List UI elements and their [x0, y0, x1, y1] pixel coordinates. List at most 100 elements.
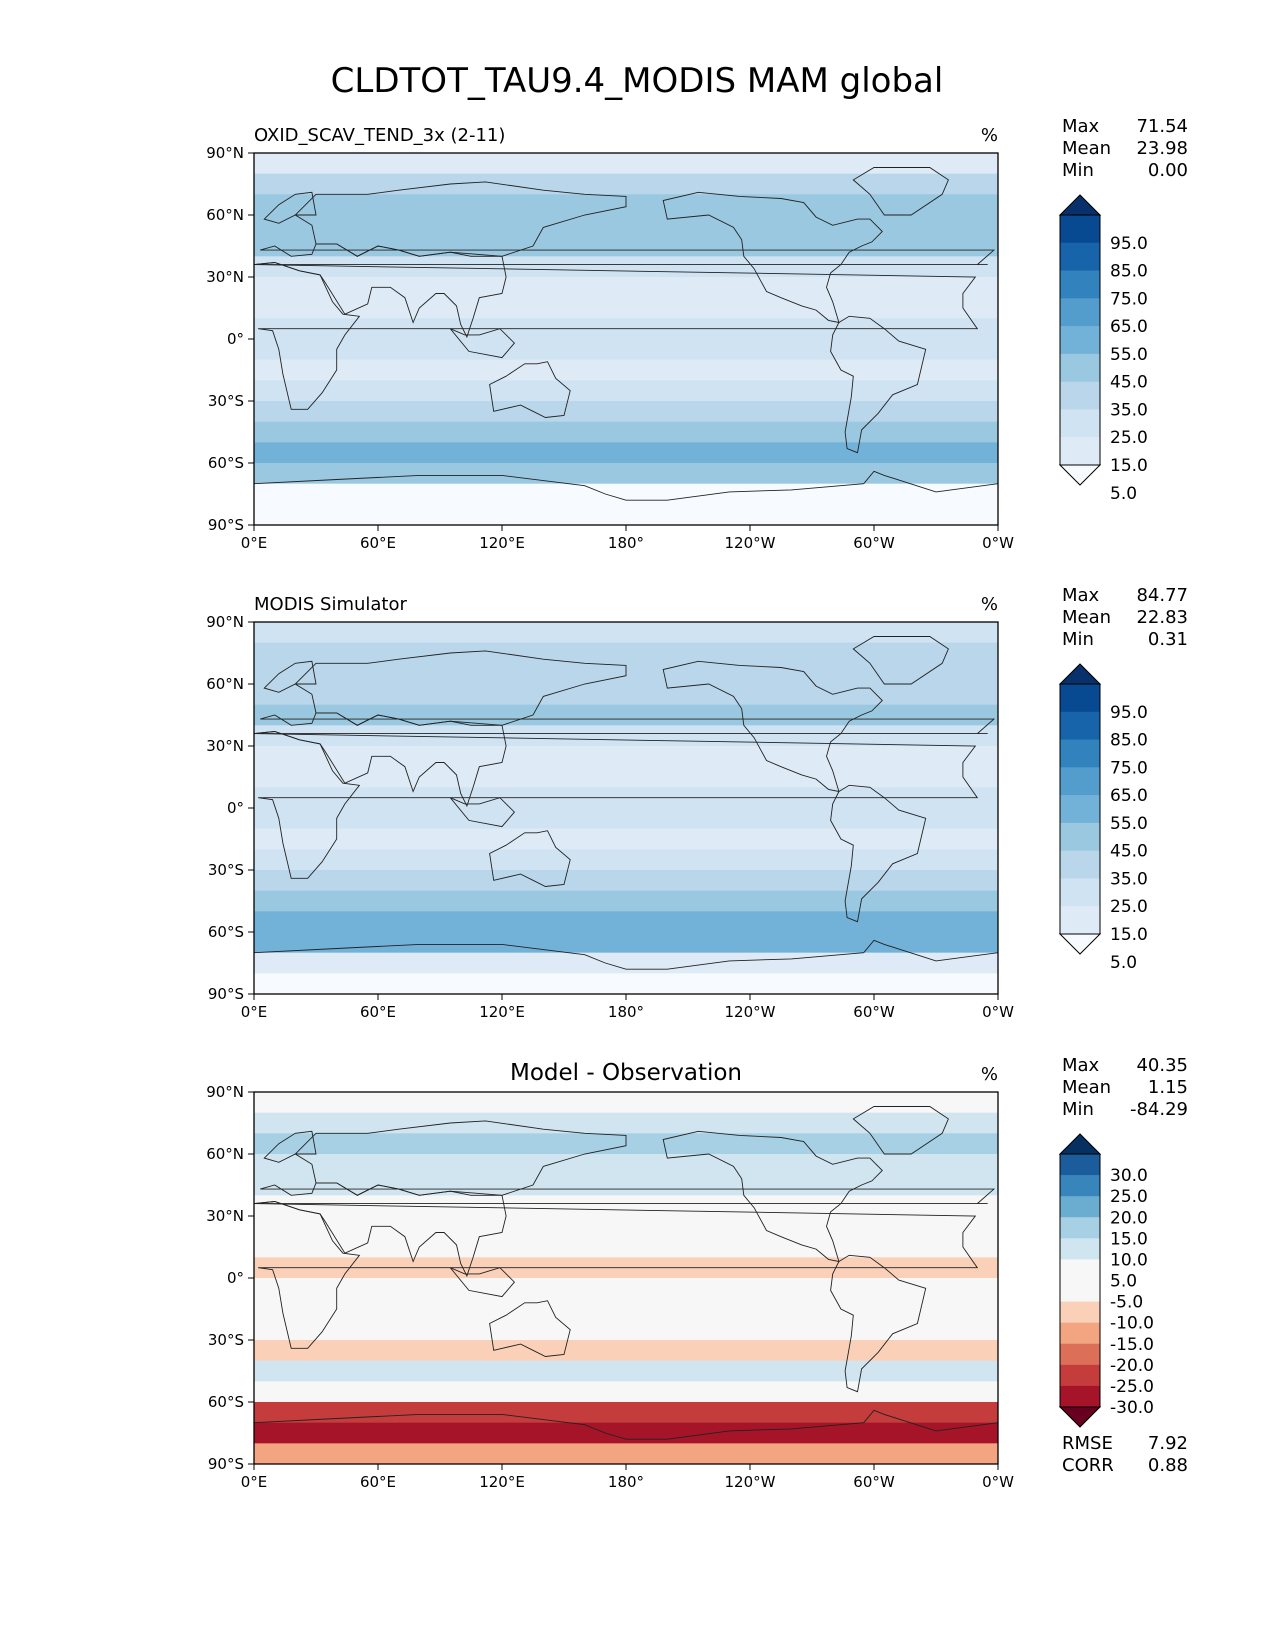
lat-tick-label: 0° [227, 799, 244, 817]
colorbar-label: 55.0 [1110, 345, 1148, 365]
field-band-15 [254, 1236, 998, 1258]
lon-tick-label: 120°W [725, 534, 776, 552]
colorbar-label: -10.0 [1110, 1314, 1154, 1334]
colorbar-label: 65.0 [1110, 317, 1148, 337]
panel-units: % [981, 125, 998, 146]
lon-tick-label: 60°W [853, 534, 895, 552]
coastline-2 [489, 830, 571, 887]
lat-tick-label: 30°N [206, 737, 244, 755]
colorbar-segment [1060, 1322, 1100, 1345]
field-band-25 [254, 277, 998, 299]
lon-tick-label: 0°W [982, 1473, 1014, 1491]
colorbar-segment [1060, 1238, 1100, 1260]
field-bands [254, 1092, 998, 1464]
lon-tick-label: 120°E [479, 1003, 525, 1021]
colorbar-label: 10.0 [1110, 1250, 1148, 1270]
colorbar-segment [1060, 353, 1100, 383]
field-band--25 [254, 849, 998, 871]
lat-tick-label: 60°S [208, 1393, 244, 1411]
colorbar-label: -15.0 [1110, 1335, 1154, 1355]
stat-value-max: 71.54 [1136, 116, 1188, 137]
coastline-9 [449, 328, 516, 359]
colorbar-segment [1060, 1175, 1100, 1197]
colorbar-segment [1060, 1343, 1100, 1366]
field-band--85 [254, 1443, 998, 1464]
colorbar-label: 45.0 [1110, 842, 1148, 862]
field-band--65 [254, 463, 998, 485]
colorbar-label: 75.0 [1110, 758, 1148, 778]
stat-label-min: Min [1062, 629, 1094, 650]
stat-label-rmse: RMSE [1062, 1433, 1113, 1454]
colorbar-segment [1060, 242, 1100, 272]
lat-tick-label: 60°S [208, 454, 244, 472]
field-band--55 [254, 442, 998, 464]
coastline-6 [254, 1409, 998, 1464]
colorbar-label: 85.0 [1110, 262, 1148, 282]
coastline-3 [662, 1130, 883, 1263]
field-band-35 [254, 725, 998, 747]
lat-tick-label: 30°N [206, 1207, 244, 1225]
field-band--85 [254, 973, 998, 994]
coastline-7 [294, 1120, 627, 1196]
field-band--85 [254, 504, 998, 525]
lat-tick-label: 90°N [206, 1083, 244, 1101]
figure-title: CLDTOT_TAU9.4_MODIS MAM global [331, 61, 944, 101]
colorbar-extend-min [1058, 1406, 1102, 1428]
stat-label-mean: Mean [1062, 138, 1111, 159]
colorbar-segment [1060, 739, 1100, 768]
colorbar-label: 55.0 [1110, 814, 1148, 834]
coastline-8 [263, 1130, 317, 1163]
lat-tick-label: 90°N [206, 613, 244, 631]
colorbar-frame [1059, 214, 1101, 466]
colorbar-extend-max [1058, 663, 1102, 685]
stat-value-max: 40.35 [1136, 1055, 1188, 1076]
coastlines [254, 167, 998, 525]
colorbar-label: 30.0 [1110, 1166, 1148, 1186]
field-band-35 [254, 256, 998, 278]
field-band--55 [254, 911, 998, 933]
stat-value-mean: 1.15 [1148, 1077, 1188, 1098]
coastline-6 [254, 470, 998, 525]
field-band--35 [254, 870, 998, 892]
field-band--15 [254, 359, 998, 381]
lon-tick-label: 60°W [853, 1473, 895, 1491]
stat-value-mean: 23.98 [1136, 138, 1188, 159]
colorbar-label: 25.0 [1110, 897, 1148, 917]
colorbar-label: 45.0 [1110, 373, 1148, 393]
field-band-85 [254, 622, 998, 644]
lon-tick-label: 60°E [360, 1003, 396, 1021]
colorbar-label: 25.0 [1110, 1187, 1148, 1207]
field-bands [254, 153, 998, 525]
field-band--55 [254, 1381, 998, 1403]
stat-value-rmse: 7.92 [1148, 1433, 1188, 1454]
lat-tick-label: 30°S [208, 1331, 244, 1349]
field-band--65 [254, 1402, 998, 1424]
coastline-6 [254, 939, 998, 994]
field-band--75 [254, 1422, 998, 1444]
field-band--5 [254, 339, 998, 361]
colorbar-segment [1060, 1196, 1100, 1218]
coastline-9 [449, 1267, 516, 1298]
field-band-55 [254, 684, 998, 706]
lon-tick-label: 0°E [241, 534, 268, 552]
field-band-85 [254, 153, 998, 175]
lat-tick-label: 90°S [208, 985, 244, 1003]
field-band--45 [254, 890, 998, 912]
lat-tick-label: 30°S [208, 861, 244, 879]
field-band-75 [254, 642, 998, 664]
colorbar-segment [1060, 1364, 1100, 1387]
stat-label-mean: Mean [1062, 1077, 1111, 1098]
panel-units: % [981, 594, 998, 615]
lat-tick-label: 90°S [208, 1455, 244, 1473]
colorbar-segment [1060, 767, 1100, 796]
colorbar-label: 5.0 [1110, 953, 1137, 973]
coastline-2 [489, 361, 571, 418]
field-band--35 [254, 1340, 998, 1362]
stat-label-max: Max [1062, 116, 1100, 137]
panel-title: OXID_SCAV_TEND_3x (2-11) [254, 125, 505, 146]
field-band-45 [254, 235, 998, 257]
lon-tick-label: 60°E [360, 1473, 396, 1491]
field-band--35 [254, 401, 998, 423]
stat-value-min: 0.00 [1148, 160, 1188, 181]
coastline-7 [294, 181, 627, 257]
